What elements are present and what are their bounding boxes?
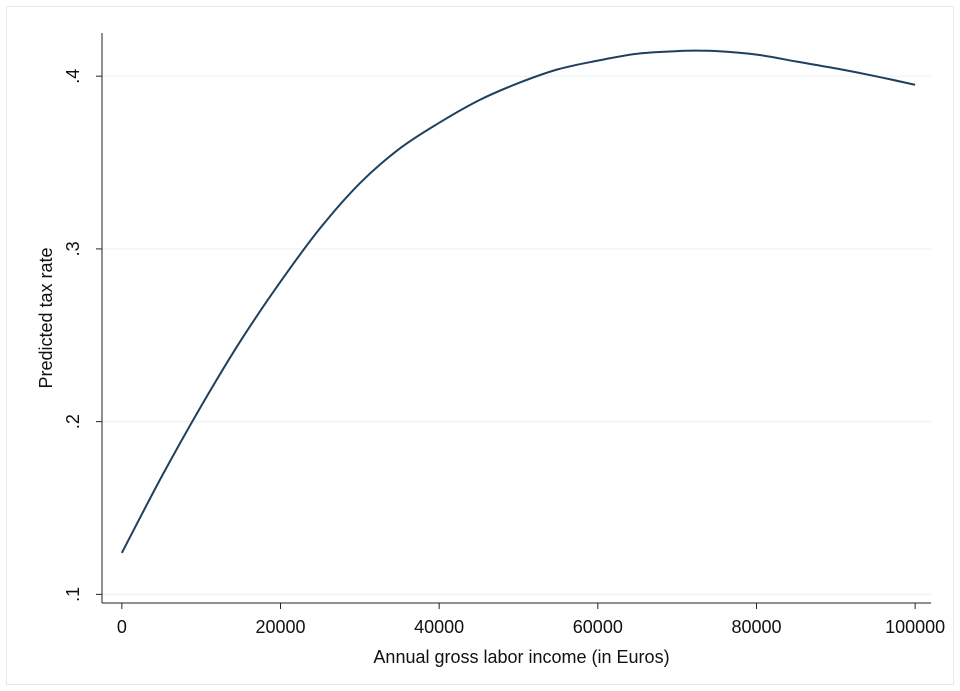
x-axis-ticks: 0 20000 40000 60000 80000 100000: [117, 603, 945, 637]
y-tick-label-2: .3: [63, 241, 83, 256]
x-axis-title: Annual gross labor income (in Euros): [373, 647, 669, 667]
series-line-predicted-tax-rate: [120, 49, 916, 554]
y-axis-title: Predicted tax rate: [36, 247, 56, 388]
y-tick-label-3: .4: [63, 69, 83, 84]
y-axis-ticks: .1 .2 .3 .4: [63, 69, 102, 602]
x-tick-label-2: 40000: [414, 617, 464, 637]
y-tick-label-0: .1: [63, 587, 83, 602]
grid-lines: [102, 75, 931, 595]
series-layer: [120, 49, 916, 554]
chart-frame: [6, 6, 954, 685]
x-tick-label-3: 60000: [573, 617, 623, 637]
y-tick-label-1: .2: [63, 414, 83, 429]
axes: [101, 33, 931, 604]
x-tick-label-0: 0: [117, 617, 127, 637]
x-tick-label-5: 100000: [885, 617, 945, 637]
x-tick-label-1: 20000: [255, 617, 305, 637]
x-tick-label-4: 80000: [731, 617, 781, 637]
